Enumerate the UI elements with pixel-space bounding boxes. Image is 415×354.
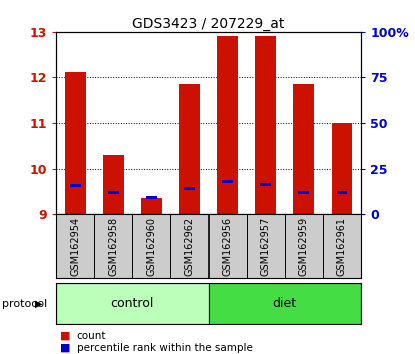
Bar xyxy=(209,283,361,324)
Bar xyxy=(298,191,309,194)
Bar xyxy=(179,84,200,214)
Text: GSM162956: GSM162956 xyxy=(222,216,232,276)
Title: GDS3423 / 207229_at: GDS3423 / 207229_at xyxy=(132,17,285,31)
Text: GSM162959: GSM162959 xyxy=(299,216,309,276)
Bar xyxy=(260,183,271,186)
Bar xyxy=(337,191,347,194)
Bar xyxy=(146,196,157,199)
Bar xyxy=(56,283,209,324)
Text: count: count xyxy=(77,331,106,341)
Bar xyxy=(141,198,162,214)
Text: percentile rank within the sample: percentile rank within the sample xyxy=(77,343,253,353)
Bar xyxy=(108,191,119,194)
Bar xyxy=(184,187,195,190)
Bar xyxy=(332,123,352,214)
Text: GSM162957: GSM162957 xyxy=(261,216,271,276)
Bar xyxy=(103,155,124,214)
Text: ■: ■ xyxy=(60,343,71,353)
Text: ■: ■ xyxy=(60,331,71,341)
Text: GSM162954: GSM162954 xyxy=(70,216,80,276)
Bar xyxy=(217,36,238,214)
Text: GSM162961: GSM162961 xyxy=(337,217,347,275)
Text: protocol: protocol xyxy=(2,298,47,309)
Text: diet: diet xyxy=(273,297,297,310)
Bar xyxy=(293,84,314,214)
Text: control: control xyxy=(110,297,154,310)
Bar xyxy=(255,36,276,214)
Text: GSM162962: GSM162962 xyxy=(185,216,195,276)
Text: GSM162960: GSM162960 xyxy=(146,217,156,275)
Text: ▶: ▶ xyxy=(35,298,42,309)
Text: GSM162958: GSM162958 xyxy=(108,216,118,276)
Bar xyxy=(70,184,81,187)
Bar xyxy=(222,180,233,183)
Bar xyxy=(65,72,85,214)
